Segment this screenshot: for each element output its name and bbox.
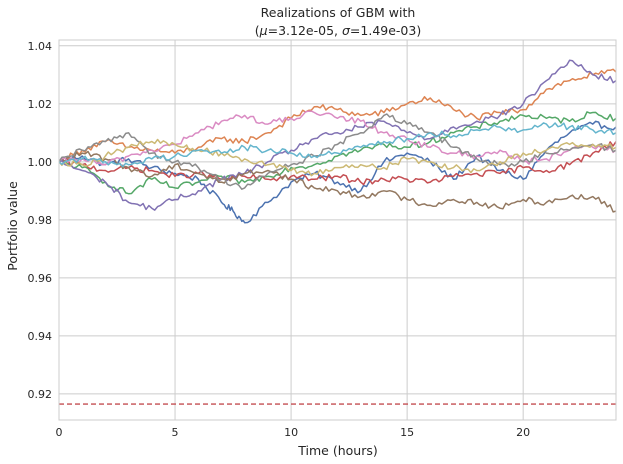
plot-frame: [58, 39, 617, 421]
title-sigma-value: =1.49e-03): [350, 23, 421, 38]
chart-title-line1: Realizations of GBM with: [261, 5, 416, 20]
x-tick-label: 10: [284, 426, 298, 439]
chart-title-line2: (μ=3.12e-05, σ=1.49e-03): [255, 23, 421, 38]
x-tick-label: 15: [400, 426, 414, 439]
y-tick-label: 0.96: [28, 272, 53, 285]
title-sigma-symbol: σ: [342, 23, 351, 38]
x-tick-label: 5: [172, 426, 179, 439]
title-mu-value: =3.12e-05,: [268, 23, 342, 38]
series-line-6: [58, 150, 617, 213]
x-tick-label: 20: [516, 426, 530, 439]
series-line-10: [58, 122, 617, 168]
series-line-4: [58, 141, 617, 186]
x-tick-label: 0: [56, 426, 63, 439]
y-tick-label: 0.98: [28, 214, 53, 227]
x-tick-labels: 0 5 10 15 20: [56, 426, 531, 439]
series-line-9: [58, 138, 617, 177]
series-layer: [58, 59, 617, 224]
x-axis-label: Time (hours): [297, 443, 377, 458]
grid: [58, 40, 616, 420]
title-mu-symbol: μ: [259, 23, 268, 38]
y-tick-label: 0.92: [28, 388, 53, 401]
y-tick-labels: 0.92 0.94 0.96 0.98 1.00 1.02 1.04: [28, 40, 53, 401]
series-line-3: [58, 111, 617, 195]
y-tick-label: 1.04: [28, 40, 53, 53]
y-tick-label: 0.94: [28, 330, 53, 343]
y-tick-label: 1.02: [28, 98, 53, 111]
y-tick-label: 1.00: [28, 156, 53, 169]
y-axis-label: Portfolio value: [5, 181, 20, 271]
series-line-1: [58, 120, 617, 224]
title-open-paren: (: [255, 23, 260, 38]
series-line-8: [58, 113, 617, 190]
series-line-5: [58, 59, 617, 211]
